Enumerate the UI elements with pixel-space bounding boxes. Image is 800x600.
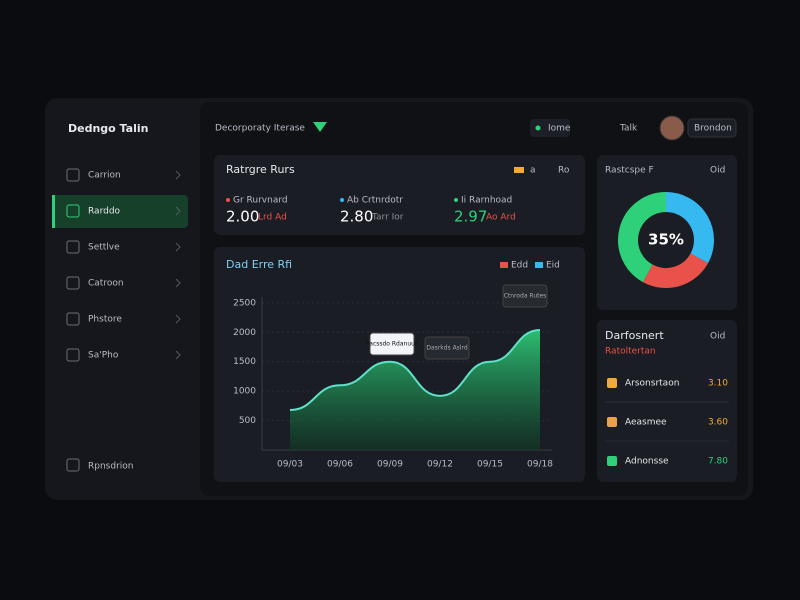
x-tick-label: 09/06 [327, 460, 353, 470]
y-tick-label: 2500 [233, 298, 256, 308]
y-tick-label: 1500 [233, 357, 256, 367]
logo: Dedngo Talin [68, 122, 148, 135]
nav-icon [66, 312, 80, 326]
stat-delta: Lrd Ad [258, 213, 287, 223]
stats-legend: Ro [558, 166, 570, 176]
y-tick-label: 1000 [233, 387, 256, 397]
legend-chip [535, 262, 543, 268]
donut-center: 35% [648, 231, 684, 249]
nav-item[interactable]: Settlve [88, 243, 120, 253]
nav-item[interactable]: Sa'Pho [88, 351, 119, 361]
tooltip [369, 332, 415, 356]
row-value: 3.10 [708, 379, 728, 389]
donut-segment [642, 252, 709, 288]
area-line [289, 328, 541, 411]
stat-dot [340, 198, 344, 202]
donut-segment [665, 192, 714, 264]
tooltip-text: Pacssdo Rdanuus [366, 341, 418, 348]
tooltip-text: Dasrkds Aslrd [426, 345, 467, 352]
nav-active-bar [52, 195, 55, 228]
nav-icon [66, 240, 80, 254]
stat-label: Gr Rurvnard [233, 196, 288, 206]
donut-menu[interactable]: Oid [710, 166, 725, 176]
legend-chip [500, 262, 508, 268]
chart-legend: Eid [546, 261, 560, 271]
nav-chevron [175, 314, 181, 324]
stat-value: 2.80 [340, 208, 373, 226]
row-value: 3.60 [708, 418, 728, 428]
list-title: Darfosnert [605, 329, 664, 342]
x-tick-label: 09/03 [277, 460, 303, 470]
nav-icon [66, 276, 80, 290]
nav-item[interactable]: Rarddo [88, 207, 121, 217]
dropdown-icon[interactable] [313, 122, 327, 132]
nav-active-bg [52, 195, 188, 228]
row-icon [607, 417, 617, 427]
pill[interactable] [530, 119, 570, 137]
nav-chevron [175, 242, 181, 252]
donut-segment [618, 192, 667, 283]
stat-value: 2.00 [226, 208, 259, 226]
area-fill [290, 329, 540, 450]
chart-legend: Edd [511, 261, 528, 271]
row-name: Arsonsrtaon [625, 379, 679, 389]
stat-dot [226, 198, 230, 202]
nav-item[interactable]: Catroon [88, 279, 124, 289]
page-title: Decorporaty Iterase [215, 124, 305, 134]
x-tick-label: 09/09 [377, 460, 403, 470]
tooltip-text: Ctnroda Rutes [504, 293, 547, 300]
nav-icon [66, 168, 80, 182]
nav-footer[interactable]: Rpnsdrion [88, 462, 133, 472]
y-tick-label: 2000 [233, 328, 256, 338]
user-name[interactable]: Brondon [694, 124, 732, 134]
row-name: Adnonsse [625, 457, 669, 467]
stats-card [214, 155, 585, 235]
tooltip [502, 284, 548, 308]
nav-chevron [175, 170, 181, 180]
stat-value: 2.97 [454, 208, 487, 226]
legend-chip [514, 167, 524, 173]
nav-chevron [175, 278, 181, 288]
stat-delta: Tarr Ior [371, 213, 404, 223]
stats-legend: a [530, 166, 536, 176]
x-tick-label: 09/18 [527, 460, 553, 470]
row-icon [607, 378, 617, 388]
x-tick-label: 09/15 [477, 460, 503, 470]
pill-label[interactable]: Iome [548, 124, 571, 134]
y-tick-label: 500 [239, 416, 256, 426]
stat-label: Ab Crtnrdotr [347, 196, 403, 206]
stat-delta: Ao Ard [486, 213, 516, 223]
footer-icon [66, 458, 80, 472]
nav-chevron [175, 206, 181, 216]
chart-title: Dad Erre Rfi [226, 258, 292, 271]
list-menu[interactable]: Oid [710, 332, 725, 342]
row-name: Aeasmee [625, 418, 667, 428]
stat-label: Ii Rarnhoad [461, 196, 512, 206]
x-tick-label: 09/12 [427, 460, 453, 470]
nav-icon [66, 348, 80, 362]
nav-item[interactable]: Carrion [88, 171, 121, 181]
top-link[interactable]: Talk [619, 124, 638, 134]
nav-item[interactable]: Phstore [88, 315, 122, 325]
nav-icon [66, 204, 80, 218]
tooltip [424, 336, 470, 360]
row-icon [607, 456, 617, 466]
donut-title: Rastcspe F [605, 166, 654, 176]
row-value: 7.80 [708, 457, 728, 467]
stats-title: Ratrgre Rurs [226, 163, 295, 176]
status-dot [535, 125, 541, 131]
nav-chevron [175, 350, 181, 360]
user-pill[interactable] [687, 118, 737, 138]
stat-dot [454, 198, 458, 202]
avatar[interactable] [659, 115, 685, 141]
list-subtitle: Ratoltertan [605, 347, 656, 357]
